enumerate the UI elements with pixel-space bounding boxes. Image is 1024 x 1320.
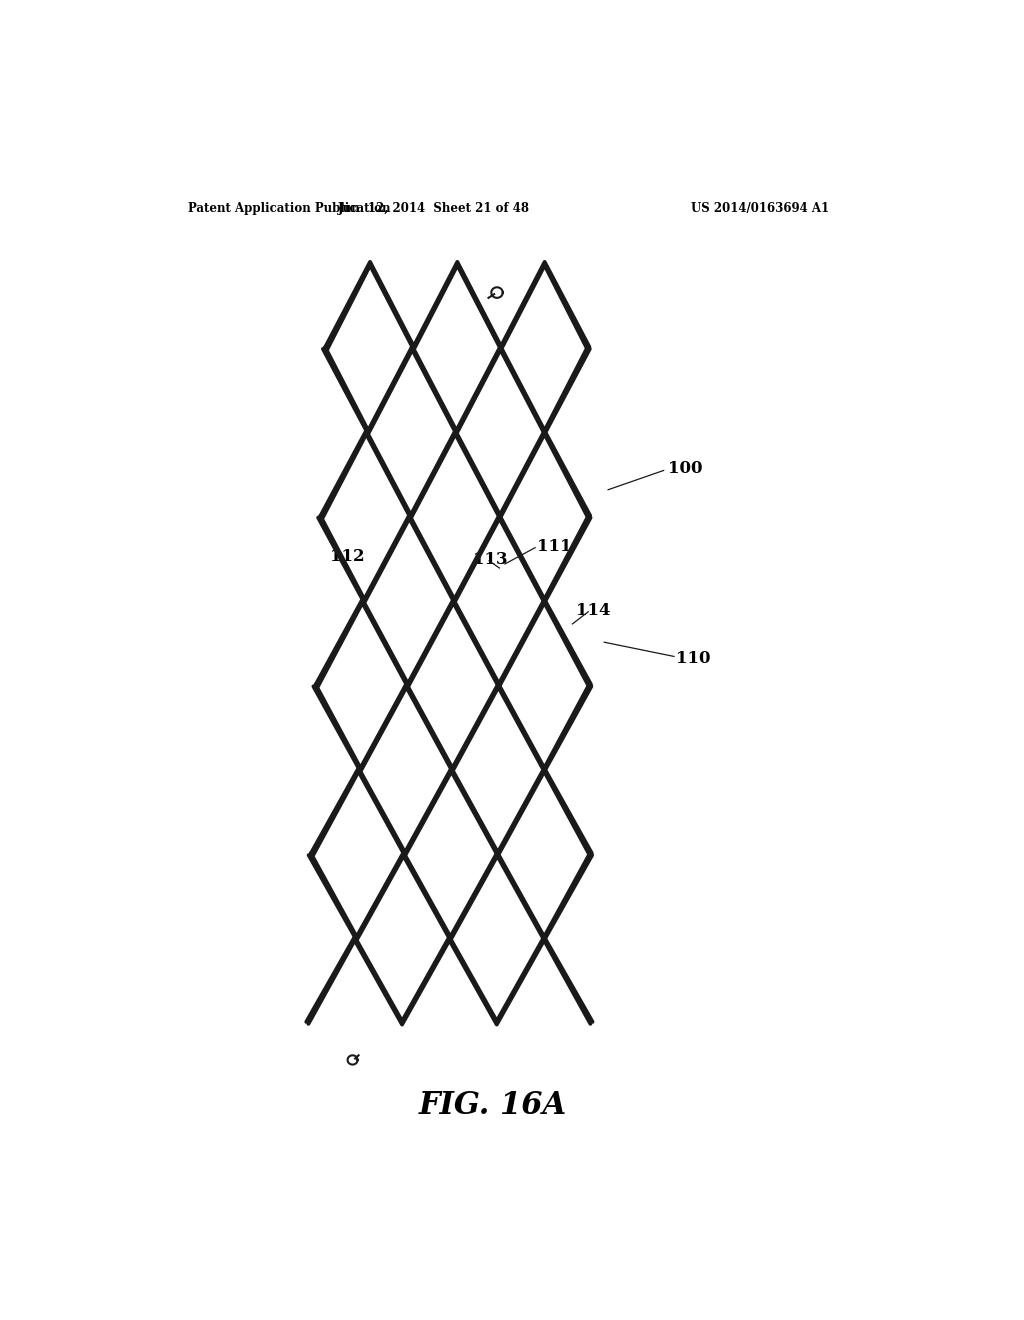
Text: 111: 111 <box>537 539 571 556</box>
Text: 110: 110 <box>676 649 710 667</box>
Text: Patent Application Publication: Patent Application Publication <box>187 202 390 215</box>
Text: 112: 112 <box>331 548 365 565</box>
Text: Jun. 12, 2014  Sheet 21 of 48: Jun. 12, 2014 Sheet 21 of 48 <box>338 202 529 215</box>
Text: 100: 100 <box>668 459 702 477</box>
Text: 113: 113 <box>473 552 508 569</box>
Text: US 2014/0163694 A1: US 2014/0163694 A1 <box>691 202 829 215</box>
Text: 114: 114 <box>577 602 611 619</box>
Text: FIG. 16A: FIG. 16A <box>419 1090 567 1121</box>
